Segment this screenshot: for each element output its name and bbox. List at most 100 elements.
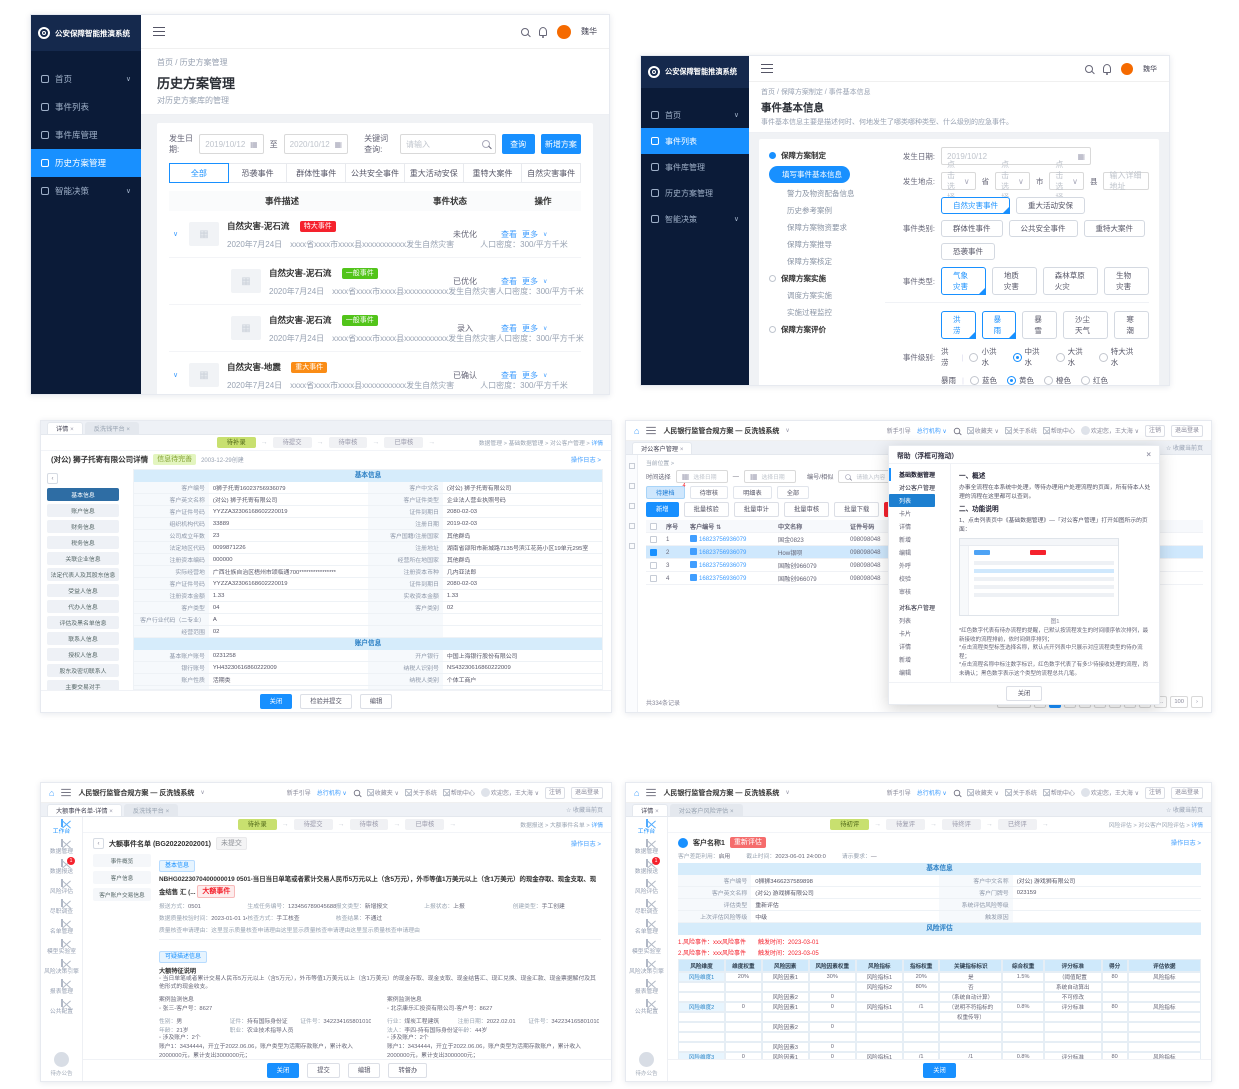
rail-item[interactable]: 名单管理 <box>41 917 82 937</box>
close-icon[interactable]: × <box>729 808 734 815</box>
detail-menu-item[interactable]: 股东及密切联系人 <box>47 664 119 677</box>
guide-link[interactable]: 新手引导 <box>886 429 911 435</box>
dialog-nav-item[interactable]: 新增 <box>899 658 912 664</box>
home-icon[interactable]: ⌂ <box>634 787 640 798</box>
date-to-input[interactable]: 2020/10/12 ▦ <box>283 134 349 154</box>
org-select[interactable]: 总行机构 ∨ <box>916 791 947 797</box>
category-chip[interactable]: 自然灾害事件 <box>941 197 1010 214</box>
exit-button[interactable]: 退出登录 <box>570 786 603 799</box>
type-chip[interactable]: 暴雨 <box>981 311 1017 339</box>
favorite-page-link[interactable]: ☆ 收藏当前页 <box>565 808 603 814</box>
favorite-page-link[interactable]: ☆ 收藏当前页 <box>1165 446 1203 452</box>
logout-button[interactable]: 注销 <box>1144 786 1165 799</box>
rail-item[interactable]: 公共配置 <box>626 997 667 1017</box>
type-chip[interactable]: 生物灾害 <box>1104 267 1149 295</box>
list-tab[interactable]: 全部 <box>776 486 810 499</box>
wizard-step[interactable]: 历史参考案例 <box>769 202 875 219</box>
operation-log-link[interactable]: 操作日志 > <box>570 841 601 848</box>
batch-button[interactable]: 批量核验 <box>683 502 729 517</box>
collapse-menu-icon[interactable] <box>646 788 657 797</box>
rail-item[interactable]: 风险评估 <box>41 877 82 897</box>
radio-option[interactable]: 蓝色 <box>969 375 997 385</box>
sidebar-item[interactable]: 事件库管理 <box>31 121 141 149</box>
rail-item[interactable]: 1 数据报送 <box>626 857 667 877</box>
date-to-input[interactable]: ▦ 选择日期 <box>743 470 796 483</box>
help-center-link[interactable]: 帮助中心 <box>1042 788 1075 797</box>
detail-menu-item[interactable]: 财务信息 <box>47 520 119 533</box>
event-row[interactable]: ∨ ▦ 自然灾害-泥石流 一般事件 2020年7月24日 xxxx省xxxx市xx… <box>169 258 584 305</box>
batch-button[interactable]: 批量下载 <box>834 502 880 517</box>
action-button[interactable]: 提交 <box>307 1063 340 1078</box>
close-button[interactable]: 关闭 <box>923 1063 956 1078</box>
search-icon[interactable] <box>353 789 360 796</box>
sidebar-item[interactable]: 首页 ∨ <box>31 65 141 93</box>
address-input[interactable]: 输入详细地址 <box>1103 171 1149 191</box>
tab-inactive[interactable]: 反洗钱平台 × <box>123 804 179 816</box>
rail-item[interactable]: 尽职调查 <box>626 897 667 917</box>
sidebar-item[interactable]: 历史方案管理 <box>641 180 749 206</box>
dialog-nav-item[interactable]: 编辑 <box>899 671 912 677</box>
guide-link[interactable]: 新手引导 <box>286 791 311 797</box>
view-link[interactable]: 查看 <box>501 276 517 286</box>
favorites-menu[interactable]: 收藏夹 ∨ <box>966 426 999 435</box>
type-chip[interactable]: 洪涝 <box>941 311 976 339</box>
wizard-step[interactable]: 保障方案推导 <box>769 236 875 253</box>
detail-menu-item[interactable]: 代办人信息 <box>47 600 119 613</box>
detail-menu-item[interactable]: 法定代表人及其股东信息 <box>47 568 119 581</box>
guide-link[interactable]: 新手引导 <box>886 791 911 797</box>
detail-menu-item[interactable]: 关联企业信息 <box>47 552 119 565</box>
category-tab[interactable]: 全部 <box>169 163 229 183</box>
wizard-step[interactable]: 实施过程监控 <box>769 304 875 321</box>
close-icon[interactable]: × <box>655 808 659 815</box>
wizard-step[interactable]: 填写事件基本信息 <box>769 166 850 183</box>
city-select[interactable]: 点击选择∨ <box>995 160 1030 202</box>
category-tab[interactable]: 恐袭事件 <box>228 163 288 183</box>
category-tab[interactable]: 重特大案件 <box>463 163 523 183</box>
page-item[interactable]: › <box>1191 696 1203 708</box>
collapse-menu-icon[interactable] <box>761 64 773 73</box>
search-button[interactable]: 查询 <box>501 134 535 154</box>
wizard-step[interactable]: 保障方案评价 <box>769 321 875 338</box>
org-select[interactable]: 总行机构 ∨ <box>316 791 347 797</box>
radio-option[interactable]: 橙色 <box>1043 375 1071 385</box>
dialog-nav-item[interactable]: 编辑 <box>899 551 912 557</box>
customer-id-link[interactable]: 16823756936079 <box>699 536 747 543</box>
dialog-nav-item[interactable]: 列表 <box>899 619 912 625</box>
submenu-item[interactable]: 客户账户交易信息 <box>93 888 151 901</box>
dialog-nav-item[interactable]: 卡片 <box>899 632 912 638</box>
rail-item[interactable]: 风险决策引擎 <box>626 957 667 977</box>
sort-icon[interactable]: ⇅ <box>716 523 722 531</box>
rail-item[interactable]: 名单管理 <box>626 917 667 937</box>
view-link[interactable]: 查看 <box>501 323 517 333</box>
expand-chevron-icon[interactable]: ∨ <box>173 231 179 238</box>
collapse-button[interactable]: ‹ <box>47 473 58 484</box>
collapse-menu-icon[interactable] <box>646 426 657 435</box>
rail-item[interactable]: 报表管理 <box>626 977 667 997</box>
rail-item[interactable]: 报表管理 <box>41 977 82 997</box>
submenu-item[interactable]: 事件概览 <box>93 854 151 867</box>
home-icon[interactable]: ⌂ <box>49 787 55 798</box>
radio-option[interactable]: 大洪水 <box>1055 346 1089 368</box>
tab-inactive[interactable]: 对公客户风险评估 × <box>669 804 743 816</box>
chevron-down-icon[interactable]: ∨ <box>785 790 790 796</box>
dialog-nav-item[interactable]: 卡片 <box>899 512 912 518</box>
customer-id-link[interactable]: 16823756936079 <box>699 562 747 569</box>
radio-option[interactable]: 特大洪水 <box>1098 346 1139 368</box>
dialog-nav-item[interactable]: 外呼 <box>899 564 912 570</box>
event-row[interactable]: ∨ ▦ 自然灾害-泥石流 一般事件 2020年7月24日 xxxx省xxxx市xx… <box>169 305 584 352</box>
operation-log-link[interactable]: 操作日志 > <box>570 457 601 464</box>
close-icon[interactable]: × <box>126 426 131 433</box>
more-link[interactable]: 更多 <box>522 370 538 380</box>
sidebar-item[interactable]: 历史方案管理 <box>31 149 141 177</box>
more-link[interactable]: 更多 <box>522 276 538 286</box>
chevron-down-icon[interactable]: ∨ <box>785 428 790 434</box>
detail-menu-item[interactable]: 受益人信息 <box>47 584 119 597</box>
rail-footer[interactable]: 待办公告 <box>41 1052 82 1077</box>
sidebar-item[interactable]: 首页 ∨ <box>641 102 749 128</box>
customer-id-link[interactable]: 16823756936079 <box>699 575 747 582</box>
rail-item[interactable]: 公共配置 <box>41 997 82 1017</box>
tab-detail[interactable]: 详情 × <box>47 422 83 434</box>
event-row[interactable]: ∨ ▦ 自然灾害-地震 重大事件 2020年7月24日 xxxx省xxxx市xxx… <box>169 352 581 394</box>
collapse-menu-icon[interactable] <box>153 27 165 36</box>
row-checkbox[interactable] <box>650 548 657 556</box>
